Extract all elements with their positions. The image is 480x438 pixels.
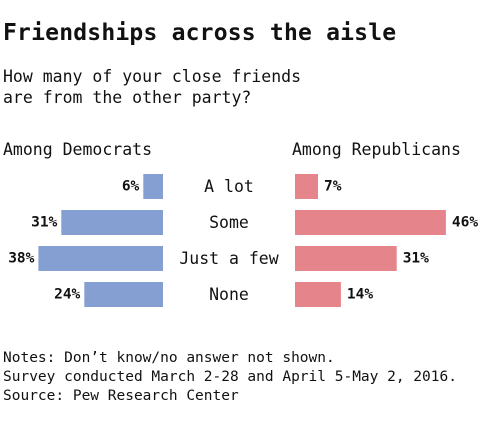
bar-republicans-2 (295, 246, 397, 271)
value-label-republicans-0: 7% (324, 179, 342, 195)
value-label-democrats-3: 24% (54, 287, 80, 303)
subtitle-line-1: How many of your close friends (3, 67, 302, 86)
bar-democrats-2 (38, 246, 163, 271)
note-line-2: Survey conducted March 2-28 and April 5-… (3, 369, 457, 385)
category-label-2: Just a few (179, 249, 278, 268)
bar-republicans-0 (295, 174, 318, 199)
chart-notes: Notes: Don’t know/no answer not shown. S… (3, 349, 478, 406)
diverging-bar-chart: 6% 7% A lot 31% 46% Some 38% 31% Just a few 24% 14… (8, 174, 478, 307)
republicans-header: Among Republicans (292, 140, 461, 159)
bar-democrats-3 (84, 282, 163, 307)
bar-democrats-1 (61, 210, 163, 235)
note-line-1: Notes: Don’t know/no answer not shown. (3, 350, 335, 366)
chart-subtitle: How many of your close friends are from … (3, 66, 473, 108)
bar-republicans-1 (295, 210, 446, 235)
subtitle-line-2: are from the other party? (3, 88, 252, 107)
value-label-republicans-2: 31% (403, 251, 429, 267)
category-label-1: Some (209, 213, 249, 232)
value-label-democrats-2: 38% (8, 251, 34, 267)
chart-title: Friendships across the aisle (3, 20, 397, 46)
value-label-republicans-3: 14% (347, 287, 373, 303)
category-label-3: None (209, 285, 249, 304)
note-line-3: Source: Pew Research Center (3, 388, 239, 404)
bar-democrats-0 (143, 174, 163, 199)
value-label-republicans-1: 46% (452, 215, 478, 231)
value-label-democrats-0: 6% (122, 179, 140, 195)
democrats-header: Among Democrats (3, 140, 153, 159)
bar-republicans-3 (295, 282, 341, 307)
category-label-0: A lot (204, 177, 254, 196)
value-label-democrats-1: 31% (31, 215, 57, 231)
